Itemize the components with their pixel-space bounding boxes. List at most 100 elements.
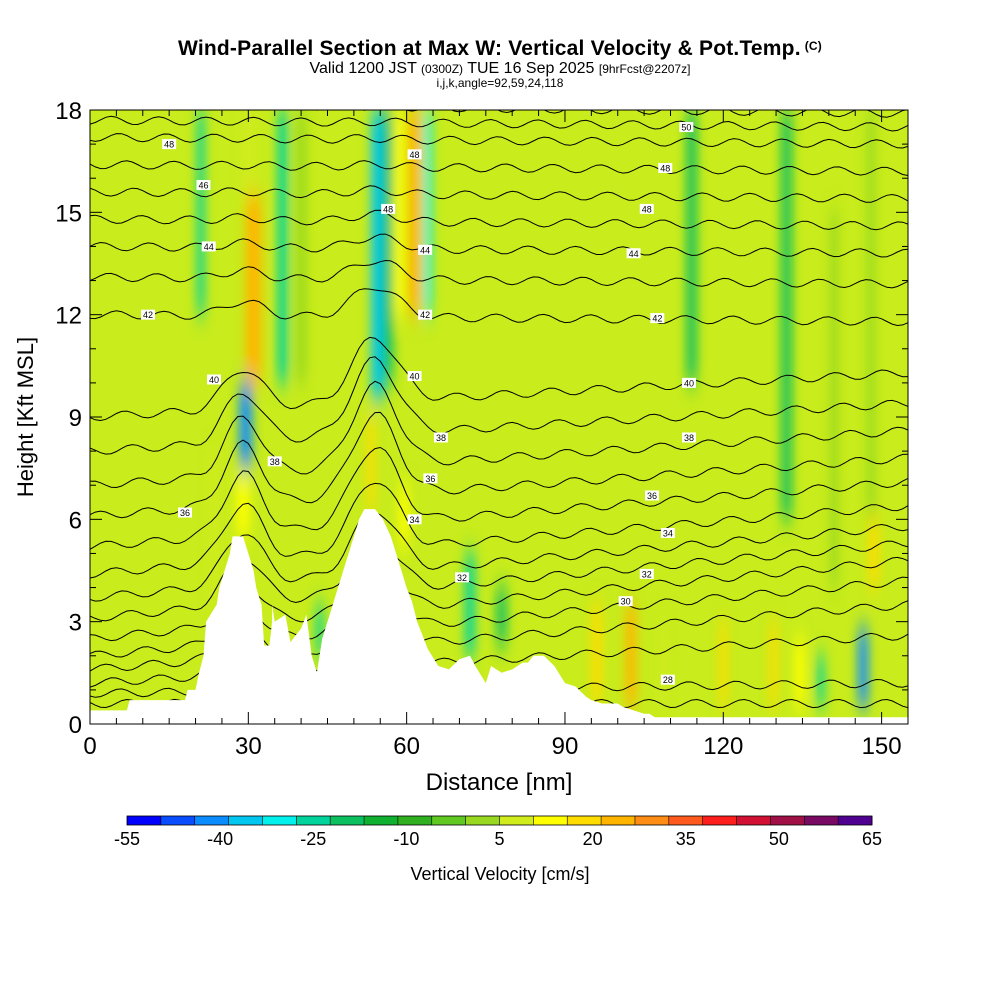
colorbar-tick-label: -25 (300, 829, 326, 849)
colorbar-tick-label: 35 (676, 829, 696, 849)
isentrope-label: 34 (410, 515, 420, 525)
isentrope-line (90, 446, 908, 550)
isentrope-label: 48 (383, 204, 393, 214)
velocity-cell (857, 628, 869, 707)
isentrope-label-bg (407, 149, 422, 160)
colorbar-tick-label: -10 (393, 829, 419, 849)
valid-date: TUE 16 Sep 2025 (467, 60, 595, 77)
isentrope-label: 28 (663, 675, 673, 685)
isentrope-label-bg (433, 432, 448, 443)
isentrope-label: 40 (209, 375, 219, 385)
isentrope-label: 32 (457, 573, 467, 583)
y-tick-label: 6 (69, 507, 82, 534)
isentrope-line (90, 356, 908, 455)
velocity-cell (591, 604, 602, 704)
isentrope-label: 42 (143, 310, 153, 320)
isentrope-label-bg (207, 374, 222, 385)
isentrope-label: 38 (270, 457, 280, 467)
forecast-info: [9hrFcst@2207z] (598, 62, 691, 76)
colorbar-swatch (160, 816, 196, 825)
colorbar-swatch (194, 816, 230, 825)
isentrope-label-bg (660, 527, 675, 538)
velocity-cell (295, 110, 307, 383)
isentrope-label-bg (162, 139, 177, 150)
x-tick-label: 150 (862, 733, 902, 760)
isentrope-label: 36 (647, 491, 657, 501)
isentrope-label-bg (455, 572, 470, 583)
colorbar-swatch (567, 816, 602, 825)
isentrope-line (90, 209, 908, 231)
isentrope-label: 44 (420, 245, 430, 255)
velocity-cell (686, 110, 697, 383)
colorbar-swatch (465, 816, 500, 825)
velocity-cell (196, 110, 205, 315)
y-axis-label: Height [Kft MSL] (13, 337, 38, 497)
isentrope-label: 48 (164, 140, 174, 150)
y-tick-label: 12 (55, 303, 82, 330)
isentrope-label: 32 (642, 569, 652, 579)
velocity-cells (196, 110, 879, 707)
colorbar-swatch (127, 816, 162, 825)
x-tick-label: 30 (235, 733, 262, 760)
isentrope-label: 34 (663, 528, 673, 538)
isentrope-line (90, 336, 908, 422)
isentrope-line (90, 233, 908, 258)
velocity-cell (407, 110, 422, 315)
isentrope-label: 36 (425, 474, 435, 484)
isentrope-line (90, 115, 908, 132)
velocity-cell (658, 621, 667, 707)
isentrope-label-bg (196, 180, 211, 191)
isentrope-label: 38 (436, 433, 446, 443)
y-tick-label: 0 (69, 712, 82, 739)
isentrope-label-bg (679, 122, 694, 133)
isentrope-label: 46 (198, 181, 208, 191)
velocity-cell (423, 110, 432, 315)
isentrope-label: 48 (642, 204, 652, 214)
colorbar-tick-label: 65 (862, 829, 882, 849)
velocity-cell (816, 655, 825, 707)
isentrope-label-bg (650, 313, 665, 324)
isentrope-line (90, 185, 908, 203)
isentrope-label-bg (639, 203, 654, 214)
x-axis-label: Distance [nm] (426, 769, 573, 796)
isentrope-label: 50 (681, 123, 691, 133)
isentrope-label-bg (407, 514, 422, 525)
velocity-cell (496, 587, 507, 646)
isentrope-label: 42 (652, 314, 662, 324)
isentrope-label: 42 (420, 310, 430, 320)
colorbar-swatch (804, 816, 839, 825)
terrain (90, 509, 908, 724)
chart-title-text: Wind-Parallel Section at Max W: Vertical… (178, 37, 801, 60)
colorbar-swatch (330, 816, 365, 825)
velocity-cell (371, 110, 385, 400)
colorbar-swatch (533, 816, 568, 825)
isentrope-label-bg (681, 377, 696, 388)
velocity-cell (794, 638, 806, 707)
velocity-cell (719, 621, 728, 707)
isentrope-line (90, 259, 908, 289)
isentrope-label-bg (645, 490, 660, 501)
isentrope-label: 48 (410, 150, 420, 160)
isentrope-label-bg (626, 248, 641, 259)
velocity-cell (366, 417, 375, 510)
x-tick-label: 90 (552, 733, 579, 760)
colorbar-tick-label: 50 (769, 829, 789, 849)
colorbar-label: Vertical Velocity [cm/s] (410, 864, 589, 884)
isentrope-labels: 48 46 44 42 40 38 36 48 48 44 42 40 38 36 34 32 30 28 50 48… (141, 122, 696, 685)
y-tick-label: 3 (69, 610, 82, 637)
colorbar-swatch (601, 816, 636, 825)
isentrope-label-bg (201, 241, 216, 252)
isentrope-label-bg (639, 568, 654, 579)
isentrope-label-bg (681, 432, 696, 443)
colorbar-swatch (634, 816, 670, 825)
valid-utc: (0300Z) (421, 62, 464, 76)
velocity-cell (769, 621, 778, 707)
colorbar-swatch (499, 816, 534, 825)
colorbar-swatch (397, 816, 433, 825)
colorbar-swatch (668, 816, 704, 825)
isentrope-line (90, 482, 908, 579)
y-tick-label: 15 (55, 200, 82, 227)
velocity-cell (208, 451, 220, 605)
colorbar-swatch (431, 816, 467, 825)
